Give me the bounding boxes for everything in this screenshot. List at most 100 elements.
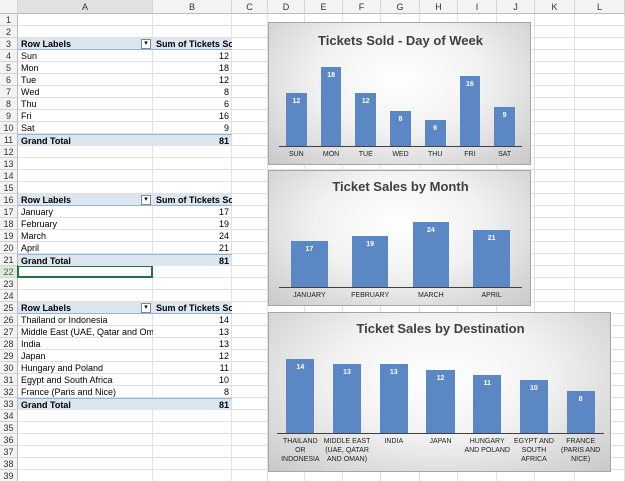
row-header[interactable]: 8 xyxy=(0,98,18,110)
value-cell[interactable]: Sum of Tickets Sold xyxy=(153,302,232,314)
chart[interactable]: Ticket Sales by Month 17 JANUARY 19 FEBRUARY… xyxy=(268,170,531,306)
row-label-cell[interactable]: Middle East (UAE, Qatar and Omar xyxy=(21,327,153,337)
row-header[interactable]: 10 xyxy=(0,122,18,134)
row-header[interactable]: 4 xyxy=(0,50,18,62)
value-cell[interactable]: 81 xyxy=(153,398,232,410)
value-cell[interactable]: 8 xyxy=(223,87,229,97)
row-header[interactable]: 26 xyxy=(0,314,18,326)
value-cell[interactable]: 10 xyxy=(218,375,229,385)
row-header[interactable]: 38 xyxy=(0,458,18,470)
row-label-cell[interactable]: Grand Total xyxy=(18,254,153,266)
row-header[interactable]: 20 xyxy=(0,242,18,254)
row-label-cell[interactable]: April xyxy=(21,243,40,253)
row-label-cell[interactable]: Mon xyxy=(21,63,39,73)
chart[interactable]: Ticket Sales by Destination 14 THAILAND OR… xyxy=(268,312,611,472)
row-header[interactable]: 28 xyxy=(0,338,18,350)
row-header[interactable]: 37 xyxy=(0,446,18,458)
row-header[interactable]: 13 xyxy=(0,158,18,170)
column-header[interactable]: D xyxy=(268,0,305,14)
row-header[interactable]: 24 xyxy=(0,290,18,302)
row-label-cell[interactable]: Row Labels xyxy=(18,194,153,206)
column-header[interactable]: E xyxy=(305,0,343,14)
row-header[interactable]: 25 xyxy=(0,302,18,314)
row-header[interactable]: 29 xyxy=(0,350,18,362)
row-header[interactable]: 15 xyxy=(0,182,18,194)
chart[interactable]: Tickets Sold - Day of Week 12 SUN 18 MON 12 TU… xyxy=(268,22,531,165)
value-cell[interactable]: 19 xyxy=(218,219,229,229)
row-header[interactable]: 36 xyxy=(0,434,18,446)
row-label-cell[interactable]: Egypt and South Africa xyxy=(21,375,113,385)
column-header[interactable]: I xyxy=(458,0,497,14)
row-header[interactable]: 11 xyxy=(0,134,18,146)
row-label-cell[interactable]: March xyxy=(21,231,47,241)
value-cell[interactable]: 13 xyxy=(218,339,229,349)
row-label-cell[interactable]: Row Labels xyxy=(18,38,153,50)
column-header[interactable]: C xyxy=(232,0,268,14)
value-cell[interactable]: 24 xyxy=(218,231,229,241)
row-header[interactable]: 32 xyxy=(0,386,18,398)
row-header[interactable]: 16 xyxy=(0,194,18,206)
row-header[interactable]: 30 xyxy=(0,362,18,374)
row-label-cell[interactable]: Row Labels xyxy=(18,302,153,314)
row-header[interactable]: 2 xyxy=(0,26,18,38)
column-header[interactable]: K xyxy=(535,0,575,14)
row-header[interactable]: 34 xyxy=(0,410,18,422)
value-cell[interactable]: 17 xyxy=(218,207,229,217)
column-header[interactable]: H xyxy=(420,0,458,14)
row-header[interactable]: 33 xyxy=(0,398,18,410)
row-label-cell[interactable]: Grand Total xyxy=(18,134,153,146)
row-header[interactable]: 9 xyxy=(0,110,18,122)
row-label-cell[interactable]: Sun xyxy=(21,51,38,61)
value-cell[interactable]: 6 xyxy=(223,99,229,109)
row-label-cell[interactable]: India xyxy=(21,339,41,349)
filter-dropdown[interactable]: ▾ xyxy=(141,195,151,205)
row-label-cell[interactable]: France (Paris and Nice) xyxy=(21,387,117,397)
row-header[interactable]: 12 xyxy=(0,146,18,158)
row-label-cell[interactable]: Hungary and Poland xyxy=(21,363,104,373)
value-cell[interactable]: 18 xyxy=(218,63,229,73)
row-header[interactable]: 6 xyxy=(0,74,18,86)
row-label-cell[interactable]: January xyxy=(21,207,54,217)
value-cell[interactable]: Sum of Tickets Sold xyxy=(153,38,232,50)
row-header[interactable]: 3 xyxy=(0,38,18,50)
column-header[interactable]: A xyxy=(18,0,153,14)
row-label-cell[interactable]: Grand Total xyxy=(18,398,153,410)
value-cell[interactable]: 13 xyxy=(218,327,229,337)
row-label-cell[interactable]: Fri xyxy=(21,111,32,121)
row-header[interactable]: 21 xyxy=(0,254,18,266)
row-header[interactable]: 39 xyxy=(0,470,18,481)
row-header[interactable]: 5 xyxy=(0,62,18,74)
value-cell[interactable]: 21 xyxy=(218,243,229,253)
value-cell[interactable]: 12 xyxy=(218,75,229,85)
filter-dropdown[interactable]: ▾ xyxy=(141,303,151,313)
row-header[interactable]: 35 xyxy=(0,422,18,434)
row-label-cell[interactable]: Thu xyxy=(21,99,37,109)
value-cell[interactable]: 12 xyxy=(218,51,229,61)
row-header[interactable]: 17 xyxy=(0,206,18,218)
value-cell[interactable]: 81 xyxy=(153,254,232,266)
column-header[interactable]: J xyxy=(497,0,535,14)
row-label-cell[interactable]: February xyxy=(21,219,58,229)
value-cell[interactable]: 16 xyxy=(218,111,229,121)
row-header[interactable]: 1 xyxy=(0,14,18,26)
row-header[interactable]: 31 xyxy=(0,374,18,386)
column-header[interactable]: G xyxy=(381,0,420,14)
row-header[interactable]: 23 xyxy=(0,278,18,290)
row-header[interactable]: 22 xyxy=(0,266,18,278)
row-label-cell[interactable]: Japan xyxy=(21,351,46,361)
value-cell[interactable]: 14 xyxy=(218,315,229,325)
row-label-cell[interactable]: Thailand or Indonesia xyxy=(21,315,108,325)
column-header[interactable]: L xyxy=(575,0,625,14)
row-label-cell[interactable]: Wed xyxy=(21,87,40,97)
row-header[interactable]: 14 xyxy=(0,170,18,182)
row-header[interactable]: 18 xyxy=(0,218,18,230)
value-cell[interactable]: 12 xyxy=(218,351,229,361)
row-header[interactable]: 27 xyxy=(0,326,18,338)
filter-dropdown[interactable]: ▾ xyxy=(141,39,151,49)
column-header[interactable]: B xyxy=(153,0,232,14)
column-header[interactable]: F xyxy=(343,0,381,14)
value-cell[interactable]: 11 xyxy=(219,363,229,373)
row-label-cell[interactable]: Tue xyxy=(21,75,37,85)
value-cell[interactable]: Sum of Tickets Sold xyxy=(153,194,232,206)
row-label-cell[interactable]: Sat xyxy=(21,123,35,133)
